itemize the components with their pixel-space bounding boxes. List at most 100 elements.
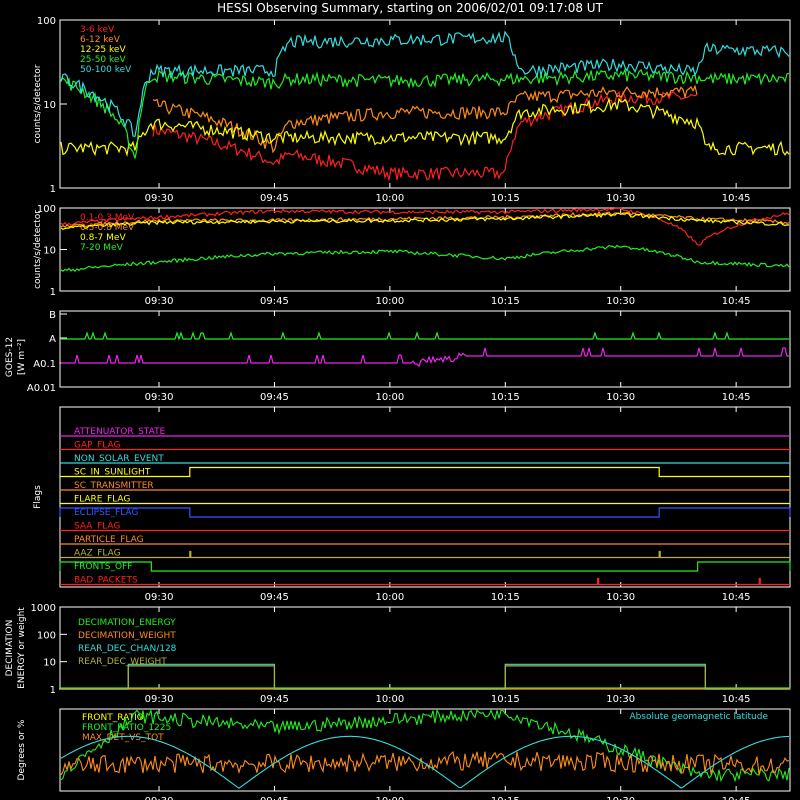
- flag-label: BAD_PACKETS: [74, 576, 138, 586]
- y-axis-label: Degrees or %: [17, 719, 27, 780]
- legend-entry: FRONT_RATIO_1225: [82, 723, 171, 733]
- series-line-2: [61, 347, 789, 368]
- x-tick-label: 10:00: [375, 193, 404, 204]
- series-line-2: [60, 708, 790, 783]
- y-tick-label: B: [49, 310, 56, 321]
- x-tick-label: 09:45: [260, 796, 289, 800]
- x-tick-label: 10:30: [606, 796, 635, 800]
- legend-entry: 6-12 keV: [80, 35, 121, 45]
- flag-label: PARTICLE_FLAG: [74, 535, 144, 545]
- y-tick-label: 100: [37, 630, 56, 641]
- legend-entry: DECIMATION_ENERGY: [78, 618, 176, 628]
- flag-line: [59, 561, 791, 572]
- flag-line: [59, 507, 791, 518]
- x-tick-label: 10:30: [606, 694, 635, 705]
- x-tick-label: 10:00: [375, 392, 404, 403]
- series-line-4: [60, 244, 790, 273]
- y-tick-label: A: [49, 334, 56, 345]
- x-tick-label: 10:15: [491, 694, 520, 705]
- x-tick-label: 10:15: [491, 592, 520, 603]
- x-tick-label: 09:30: [145, 296, 174, 307]
- x-tick-label: 10:45: [722, 392, 751, 403]
- x-tick-label: 09:45: [260, 694, 289, 705]
- plot-frame: [59, 406, 791, 588]
- x-tick-label: 10:15: [491, 193, 520, 204]
- y-tick-label: 1: [50, 685, 56, 696]
- x-tick-label: 10:30: [606, 592, 635, 603]
- legend-entry: 7-20 MeV: [80, 243, 124, 253]
- flag-label: ECLIPSE_FLAG: [74, 508, 138, 518]
- x-tick-label: 09:45: [260, 296, 289, 307]
- x-tick-label: 09:30: [145, 193, 174, 204]
- series-line-3: [60, 750, 790, 776]
- y-axis-unit: [W m⁻²]: [17, 339, 27, 375]
- legend-entry: 0.3-0.8 MeV: [80, 223, 135, 233]
- panel-decimation: 09:30 09:45 10:00 10:15 10:30 10:45 1 10 100 1000…: [5, 603, 791, 705]
- x-tick-label: 10:30: [606, 392, 635, 403]
- flag-label: ATTENUATOR_STATE: [74, 427, 166, 437]
- panels-group: 09:30 09:45 10:00 10:15 10:30 10:45110100coun…: [5, 16, 791, 800]
- series-line-5: [60, 30, 790, 137]
- panel-ratio: 09:30 09:45 10:00 10:15 10:30 10:45 Degrees or…: [17, 708, 791, 800]
- y-tick-label: 100: [37, 204, 56, 215]
- series-line-4: [60, 67, 790, 159]
- legend-entry: 0.8-7 MeV: [80, 233, 126, 243]
- legend-entry: 0.1-0.3 MeV: [80, 213, 135, 223]
- x-tick-label: 09:30: [145, 694, 174, 705]
- series-line-1: [60, 207, 790, 246]
- flag-line: [60, 466, 790, 478]
- flag-label: SC_TRANSMITTER: [74, 481, 154, 491]
- x-tick-label: 10:45: [722, 592, 751, 603]
- x-tick-label: 10:00: [375, 796, 404, 800]
- y-tick-label: 1: [50, 184, 56, 195]
- x-tick-label: 10:45: [722, 193, 751, 204]
- annotation-text: Absolute geomagnetic latitude: [629, 712, 768, 722]
- series-line-3: [60, 97, 790, 157]
- flag-label: GAP_FLAG: [74, 441, 120, 451]
- y-tick-label: 100: [37, 16, 56, 27]
- flag-label: NON_SOLAR_EVENT: [74, 454, 164, 464]
- legend-entry: 25-50 keV: [80, 55, 126, 65]
- y-axis-label: GOES-12: [5, 337, 15, 377]
- x-tick-label: 10:45: [722, 296, 751, 307]
- flag-line: [60, 550, 790, 559]
- flag-label: SAA_FLAG: [74, 522, 120, 532]
- legend-entry: 3-6 keV: [80, 25, 115, 35]
- series-line-4: [60, 735, 790, 789]
- legend-entry: FRONT_RATIO: [82, 713, 144, 723]
- flag-label: FRONTS_OFF: [74, 562, 132, 572]
- panel-counts-high: 09:30 09:45 10:00 10:15 10:30 10:45 1 10 100coun…: [33, 204, 791, 307]
- x-tick-label: 09:45: [260, 592, 289, 603]
- x-tick-label: 10:30: [606, 296, 635, 307]
- x-tick-label: 10:15: [491, 296, 520, 307]
- y-tick-label: A0.01: [27, 383, 56, 394]
- panel-goes: 09:30 09:45 10:00 10:15 10:30 10:45 B A A0.1 A0.0…: [5, 310, 791, 403]
- y-axis-label: Flags: [33, 485, 43, 509]
- legend-entry: 50-100 keV: [80, 65, 132, 75]
- legend-entry: REAR_DEC_CHAN/128: [78, 644, 177, 654]
- y-axis-label: counts/s/detector: [33, 210, 43, 289]
- panel-counts-low: 09:30 09:45 10:00 10:15 10:30 10:45 1 10 100 coun…: [33, 16, 791, 204]
- legend-entry: MAX_DET_VS_TOT: [82, 733, 164, 743]
- y-tick-label: 1: [50, 287, 56, 298]
- x-tick-label: 10:45: [722, 796, 751, 800]
- x-tick-label: 10:00: [375, 592, 404, 603]
- y-axis-label-line1: DECIMATION: [5, 620, 15, 677]
- flag-label: FLARE_FLAG: [74, 495, 130, 505]
- plot-frame: [59, 310, 791, 388]
- figure-title: HESSI Observing Summary, starting on 200…: [217, 1, 603, 15]
- y-axis-label: counts/s/detector: [33, 64, 43, 143]
- legend-entry: DECIMATION_WEIGHT: [78, 631, 176, 641]
- x-tick-label: 09:30: [145, 796, 174, 800]
- y-axis-label-line2: ENERGY or weight: [17, 607, 27, 689]
- x-tick-label: 09:45: [260, 392, 289, 403]
- x-tick-label: 10:45: [722, 694, 751, 705]
- flag-line: [60, 577, 790, 586]
- x-tick-label: 10:15: [491, 796, 520, 800]
- x-tick-label: 10:15: [491, 392, 520, 403]
- y-tick-label: 10: [43, 100, 56, 111]
- series-line-1: [61, 331, 789, 341]
- x-tick-label: 09:30: [145, 392, 174, 403]
